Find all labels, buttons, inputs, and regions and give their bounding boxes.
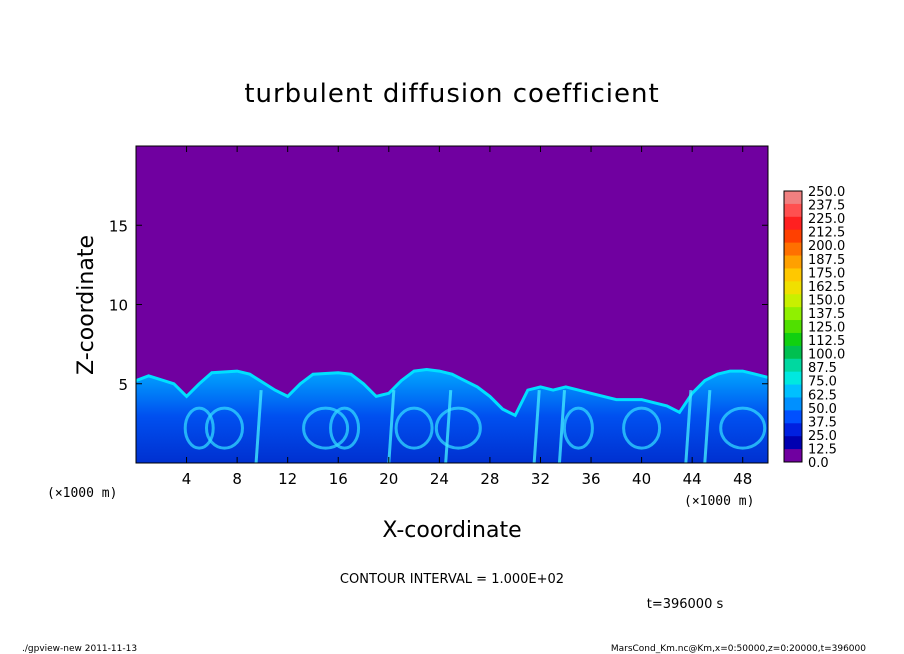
plume-swirl [394,406,434,450]
colorbar-swatch [784,345,802,360]
footer-left: ./gpview-new 2011-11-13 [22,644,137,654]
boundary-layer-field [136,367,768,463]
colorbar-tick-label: 125.0 [808,321,845,336]
colorbar-swatch [784,216,802,231]
colorbar-swatch [784,242,802,257]
colorbar-tick-label: 175.0 [808,266,845,281]
x-tick-label: 44 [683,470,702,488]
colorbar-swatch [784,371,802,386]
time-label: t=396000 s [647,597,724,612]
updraft-streak [532,389,541,463]
boundary-layer-region [136,369,768,463]
colorbar-swatch [784,384,802,398]
x-unit-label-left: (×1000 m) [47,486,117,501]
x-axis-label: X-coordinate [382,518,521,543]
colorbar: 250.0237.5225.0212.5200.0187.5175.0162.5… [783,185,845,471]
x-tick-label: 12 [278,470,297,488]
colorbar-tick-label: 225.0 [808,212,845,227]
x-tick-label: 4 [182,470,192,488]
updraft-streak [557,389,566,463]
colorbar-swatch [784,191,802,205]
boundary-layer-top-edge [136,367,768,418]
colorbar-tick-label: 137.5 [808,307,845,322]
colorbar-frame [783,190,803,463]
colorbar-swatch [784,229,802,244]
chart-title: turbulent diffusion coefficient [244,79,659,109]
y-axis-label: Z-coordinate [74,235,99,375]
plume-swirl [719,406,767,450]
x-unit-label-right: (×1000 m) [684,494,754,509]
updraft-streak [684,389,693,463]
plot-area [135,145,769,464]
y-tick-label: 5 [118,376,128,394]
colorbar-swatch [784,449,802,463]
colorbar-tick-label: 112.5 [808,334,845,349]
colorbar-tick-label: 37.5 [808,415,837,430]
updraft-streak [254,389,263,463]
plume-swirl [183,406,215,450]
colorbar-tick-label: 0.0 [808,456,829,471]
plume-swirl [329,406,361,450]
colorbar-swatch [784,358,802,373]
colorbar-swatch [784,307,802,321]
colorbar-tick-label: 75.0 [808,375,837,390]
updraft-streak [387,389,396,463]
colorbar-tick-label: 250.0 [808,185,845,200]
x-axis-ticks: 4 8 12 16 20 24 28 32 36 40 44 48 [182,146,752,488]
colorbar-swatch [784,423,802,437]
x-tick-label: 8 [232,470,242,488]
plume-swirl [622,406,662,450]
colorbar-tick-label: 200.0 [808,239,845,254]
x-tick-label: 32 [531,470,550,488]
colorbar-tick-label: 25.0 [808,429,837,444]
x-tick-label: 40 [632,470,651,488]
colorbar-tick-label: 187.5 [808,253,845,268]
colorbar-swatch [784,294,802,308]
colorbar-tick-label: 150.0 [808,293,845,308]
colorbar-swatch [784,268,802,282]
colorbar-tick-label: 162.5 [808,280,845,295]
colorbar-swatch [784,397,802,411]
updraft-streak [444,389,453,463]
y-tick-label: 10 [109,297,128,315]
colorbar-swatch [784,281,802,295]
colorbar-swatch [784,332,802,347]
colorbar-tick-label: 62.5 [808,388,837,403]
updraft-streak [703,389,712,463]
footer-right: MarsCond_Km.nc@Km,x=0:50000,z=0:20000,t=… [611,644,866,654]
colorbar-tick-label: 237.5 [808,199,845,214]
colorbar-tick-label: 100.0 [808,348,845,363]
x-tick-label: 36 [581,470,600,488]
colorbar-swatch [784,320,802,334]
plume-swirl [302,406,350,450]
plume-swirl [434,406,482,450]
colorbar-swatch [784,203,802,218]
colorbar-tick-label: 212.5 [808,226,845,241]
plume-swirl [204,406,244,450]
contour-interval-label: CONTOUR INTERVAL = 1.000E+02 [340,572,564,587]
x-tick-label: 48 [733,470,752,488]
x-tick-label: 20 [379,470,398,488]
x-tick-label: 16 [329,470,348,488]
x-tick-label: 28 [480,470,499,488]
plume-swirl [562,406,594,450]
colorbar-tick-label: 50.0 [808,402,837,417]
x-tick-label: 24 [430,470,449,488]
colorbar-tick-label: 87.5 [808,361,837,376]
colorbar-swatch [784,410,802,424]
colorbar-tick-label: 12.5 [808,442,837,457]
colorbar-swatch [784,436,802,450]
y-axis-ticks: 5 10 15 [109,217,768,394]
y-tick-label: 15 [109,217,128,235]
colorbar-swatch [784,255,802,269]
